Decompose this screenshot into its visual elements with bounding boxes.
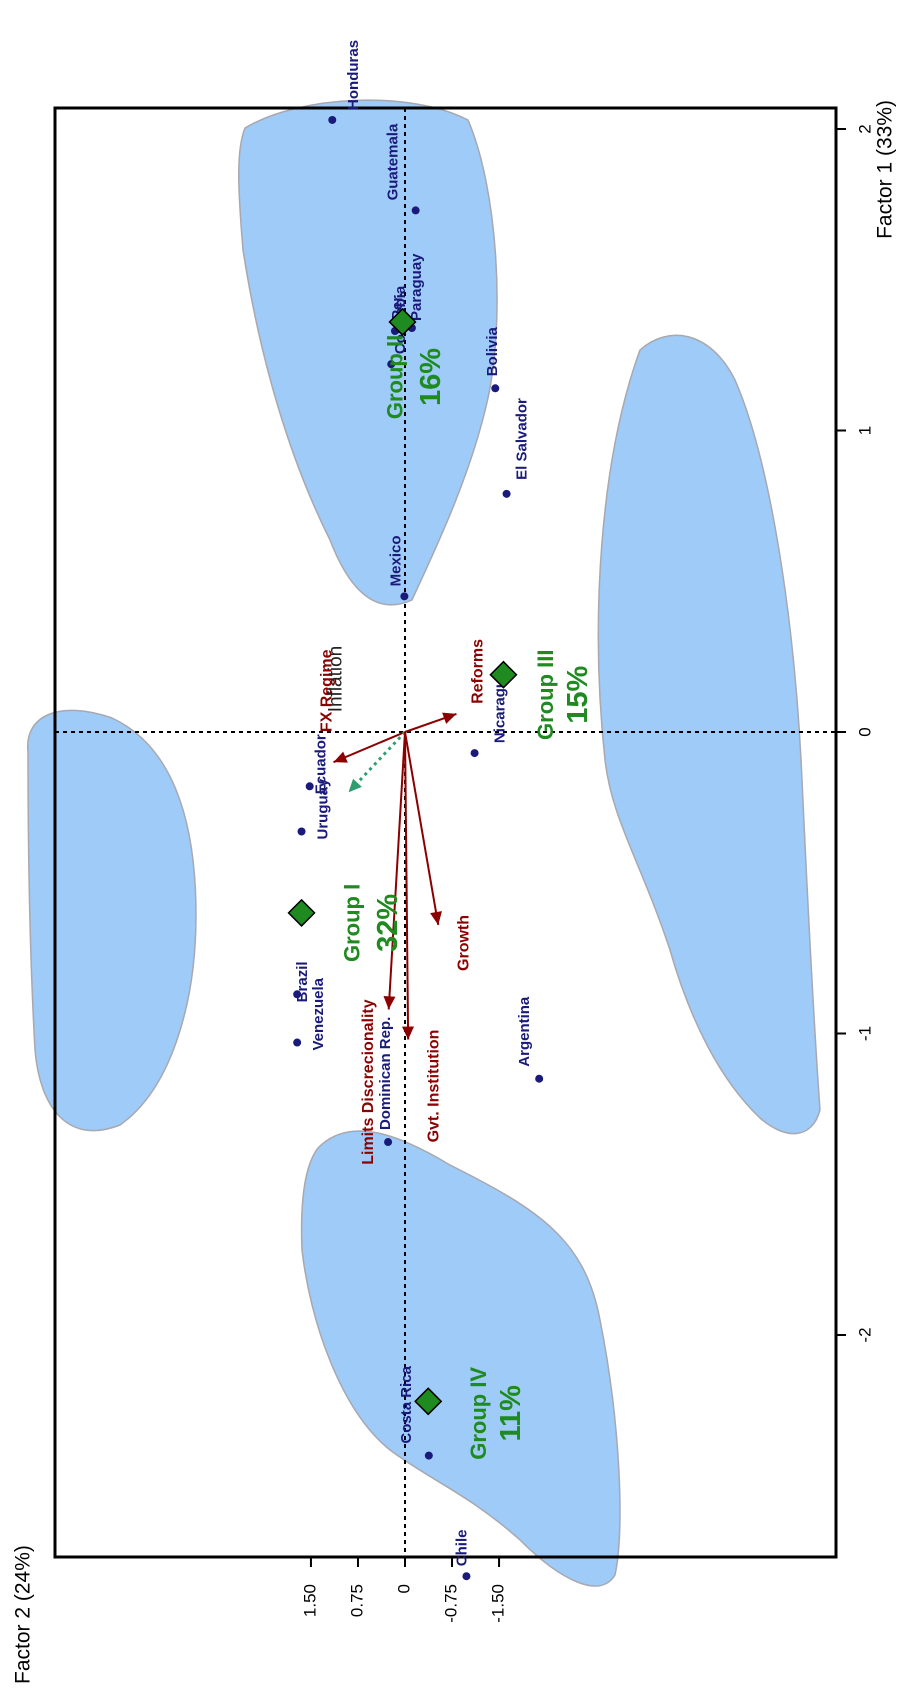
- group-name: Group I: [339, 884, 364, 962]
- y-axis-title: Factor 2 (24%): [12, 1545, 35, 1684]
- group-centroid: [287, 898, 316, 927]
- group-centroid: [414, 1387, 443, 1416]
- country-label: Ecuador: [313, 734, 330, 794]
- plot-frame: [53, 106, 838, 1559]
- country-point: [535, 1074, 544, 1083]
- vector-arrowhead: [442, 712, 457, 724]
- cluster-region-1: [238, 99, 498, 606]
- country-point: [411, 206, 420, 215]
- x-tick-label: -1: [855, 1026, 874, 1041]
- x-tick-label: 2: [855, 124, 874, 133]
- x-tick-label: 1: [855, 426, 874, 435]
- vector-line: [404, 731, 440, 926]
- country-point: [293, 990, 302, 999]
- group-centroid: [388, 307, 417, 337]
- vector-label: Inflation: [326, 646, 347, 713]
- group-centroid: [489, 660, 518, 689]
- country-point: [502, 489, 511, 498]
- zero-lines: [55, 108, 836, 1557]
- country-point: [328, 115, 337, 124]
- country-label: Uruguay: [315, 778, 332, 840]
- vector-line: [387, 731, 406, 1010]
- vector-line: [404, 731, 410, 1040]
- group-percent: 15%: [562, 665, 594, 723]
- cluster-region-3: [597, 334, 821, 1135]
- vector-label: Reforms: [470, 639, 487, 704]
- country-point: [491, 384, 500, 393]
- country-label: Brazil: [294, 961, 311, 1002]
- group-name: Group II: [382, 335, 407, 419]
- group-name: Group IV: [466, 1367, 491, 1460]
- country-point: [470, 749, 479, 758]
- y-tick-label: -1.50: [489, 1584, 508, 1623]
- cluster-regions: [27, 99, 821, 1587]
- country-label: Costa Rica: [398, 1365, 415, 1443]
- country-point: [400, 592, 409, 601]
- x-tick-label: -2: [855, 1327, 874, 1342]
- country-point: [384, 1138, 393, 1147]
- country-label: Chile: [453, 1530, 470, 1567]
- y-axis-ticks: 1.50 0.75 0 -0.75 -1.50: [300, 1557, 508, 1623]
- country-point: [305, 782, 314, 791]
- country-point: [297, 827, 306, 836]
- vector-label: Gvt. Institution: [425, 1030, 442, 1143]
- country-points: HondurasGuatemalaPer.ParaguayColombiaMex…: [293, 40, 544, 1581]
- x-tick-label: 0: [855, 727, 874, 736]
- y-tick-label: 1.50: [300, 1584, 319, 1617]
- vector-arrowhead: [430, 911, 442, 925]
- group-percent: 16%: [415, 348, 447, 406]
- y-tick-label: -0.75: [442, 1584, 461, 1623]
- country-label: Bolivia: [484, 326, 501, 376]
- vector-arrowhead: [333, 751, 348, 763]
- country-point: [293, 1038, 302, 1047]
- cluster-region-2: [27, 709, 197, 1132]
- group-name: Group III: [533, 649, 558, 739]
- group-percent: 11%: [495, 1385, 527, 1442]
- country-label: Dominican Rep.: [377, 1017, 394, 1130]
- vector-label: Limits Discrecionality: [360, 999, 377, 1164]
- cluster-region-4: [300, 1130, 621, 1587]
- group-centroids: Group I 32% Group II 16% Group III 15% Group I…: [287, 307, 594, 1460]
- country-label: Venezuela: [310, 977, 327, 1050]
- vector-label: Growth: [455, 915, 472, 971]
- vector-arrowhead: [383, 996, 396, 1010]
- country-label: Honduras: [345, 40, 362, 110]
- country-label: El Salvador: [514, 398, 531, 480]
- axis-labels: Factor 1 (33%) Factor 2 (24%): [12, 100, 897, 1684]
- y-tick-label: 0: [394, 1584, 413, 1593]
- vector-arrowhead: [402, 1026, 415, 1040]
- country-label: Mexico: [387, 535, 404, 586]
- country-point: [424, 1451, 433, 1460]
- vector-label: FX Regime: [319, 649, 336, 732]
- country-label: Paraguay: [408, 253, 425, 321]
- country-label: Nicaragua: [492, 670, 509, 743]
- x-axis-ticks: -2 -1 0 1 2: [836, 124, 874, 1343]
- country-point: [462, 1572, 471, 1581]
- vector-arrowhead: [348, 778, 362, 793]
- y-tick-label: 0.75: [347, 1584, 366, 1617]
- country-label: Argentina: [516, 996, 533, 1067]
- x-axis-title: Factor 1 (33%): [874, 100, 897, 239]
- group-percent: 32%: [372, 894, 404, 952]
- country-label: Guatemala: [385, 123, 402, 200]
- country-point: [387, 360, 396, 369]
